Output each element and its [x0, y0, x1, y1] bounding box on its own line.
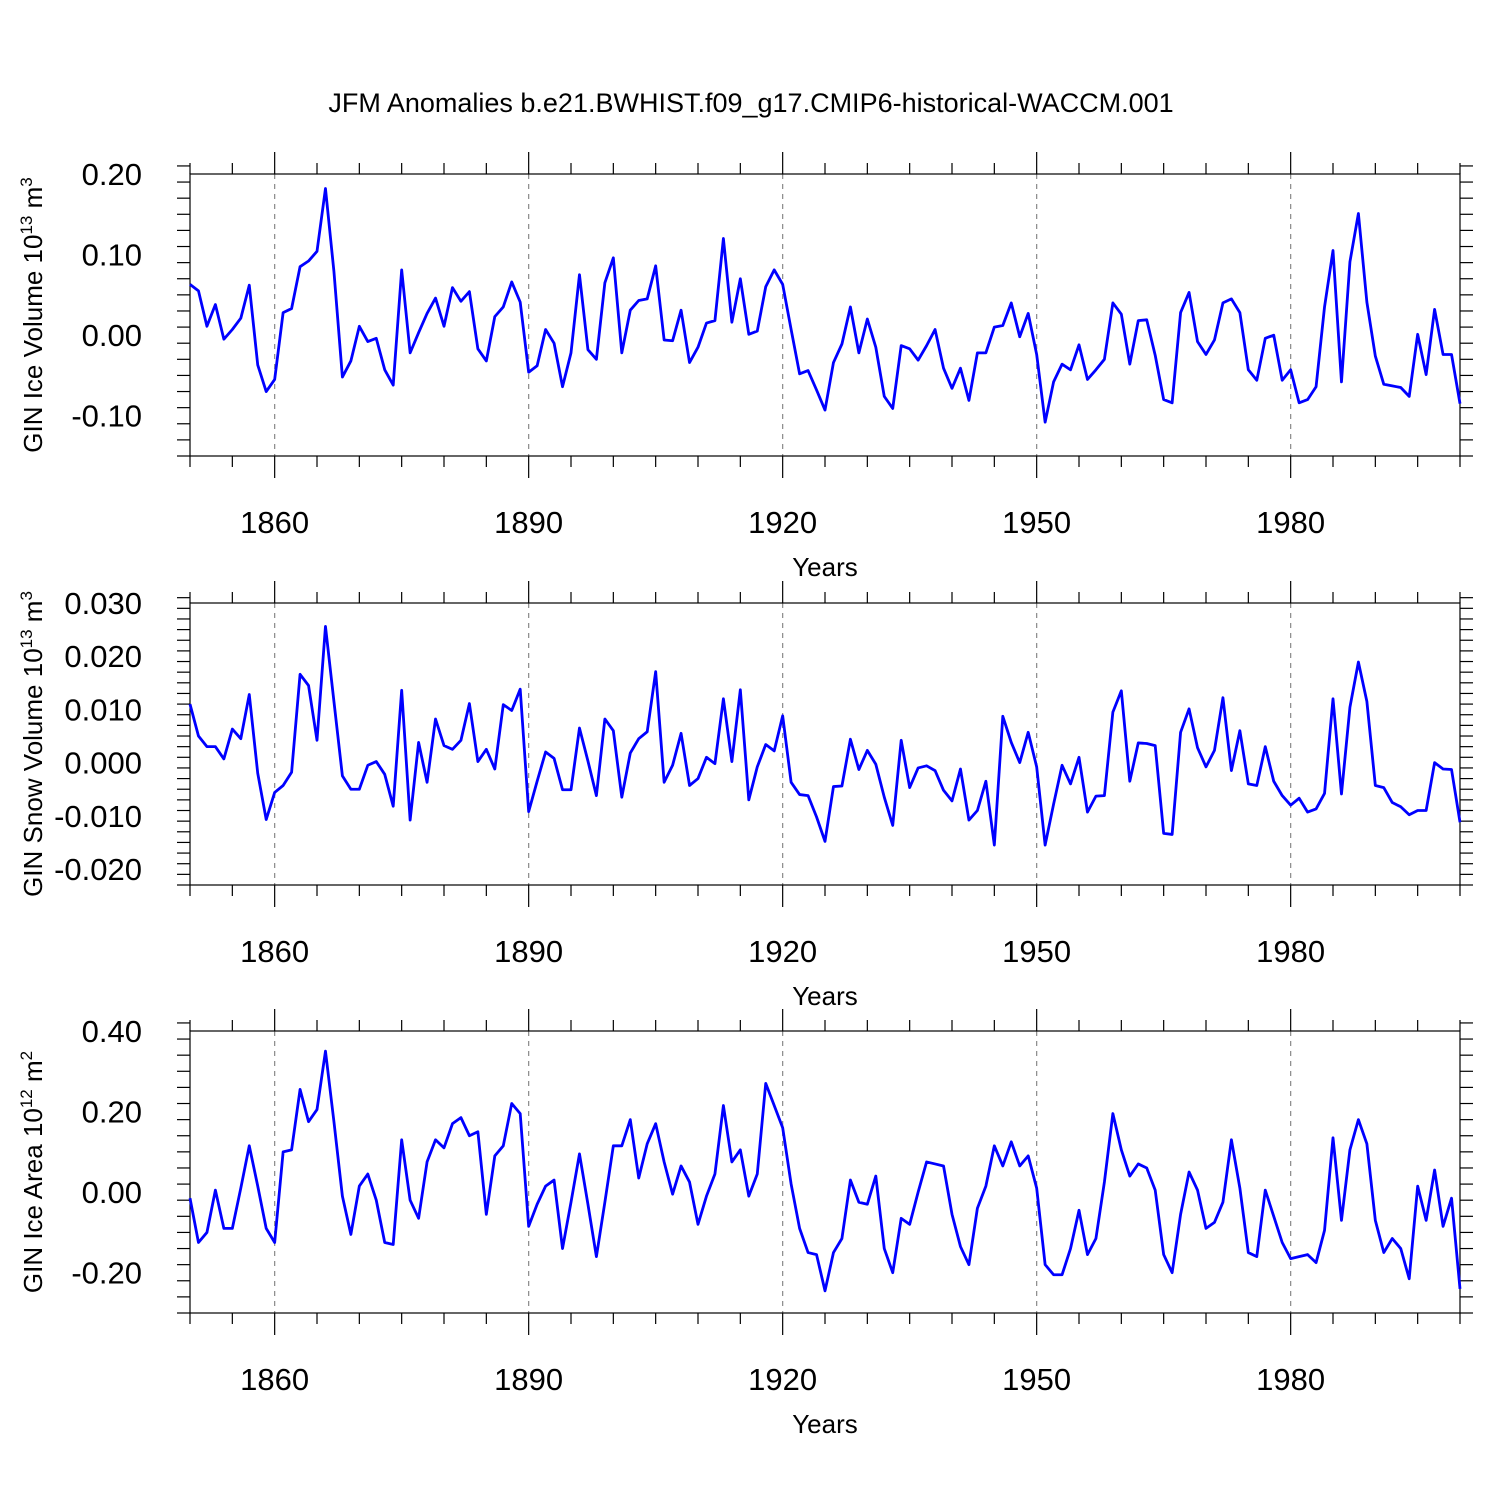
panel-2-ytick-label: 0.000 [64, 746, 142, 781]
panel-1-series-line [189, 187, 1462, 424]
panel-2-y-axis-label: GIN Snow Volume 1013 m3 [17, 591, 48, 897]
panel-3-ytick-label: 0.20 [82, 1095, 142, 1130]
panel-3-xtick-label: 1890 [494, 1362, 563, 1397]
panel-1-y-axis-label: GIN Ice Volume 1013 m3 [17, 177, 48, 453]
panel-2-x-axis-label: Years [792, 981, 858, 1011]
panel-2-ytick-label: 0.030 [64, 586, 142, 621]
panel-2-ytick-label: 0.010 [64, 692, 142, 727]
panel-3-xtick-label: 1860 [240, 1362, 309, 1397]
panel-2-xtick-label: 1980 [1256, 934, 1325, 969]
panel-2-ytick-label: -0.020 [54, 852, 142, 887]
panel-1-y-axis-label-unit: m [18, 187, 48, 216]
panel-1-ytick-label: 0.20 [82, 157, 142, 192]
panel-1-ytick-label: 0.10 [82, 238, 142, 273]
panel-1-xtick-label: 1860 [240, 505, 309, 540]
panel-1-xtick-label: 1920 [748, 505, 817, 540]
panel-2-y-axis-label-exponent: 13 [17, 629, 36, 648]
panel-2-xtick-label: 1890 [494, 934, 563, 969]
panel-3-xtick-label: 1950 [1002, 1362, 1071, 1397]
panel-3-series-line [188, 1049, 1462, 1293]
panel-3-y-axis-label-base: GIN Ice Area 10 [18, 1108, 48, 1293]
panel-1-ytick-label: -0.10 [71, 399, 142, 434]
panel-1-x-axis-label: Years [792, 552, 858, 582]
panel-3: -0.20 0.00 0.20 0.40 1860 1890 1920 1950 1980 Yea… [17, 1009, 1473, 1439]
panel-2-ytick-label: 0.020 [64, 639, 142, 674]
panel-2-series-line [188, 625, 1462, 847]
panel-2-ytick-label: -0.010 [54, 799, 142, 834]
panel-2-y-axis-label-unit-exponent: 3 [17, 591, 36, 600]
panel-1-plot-frame [189, 173, 1461, 457]
panel-2-xtick-label: 1860 [240, 934, 309, 969]
panel-3-plot-frame [189, 1030, 1461, 1314]
panels: -0.10 0.00 0.10 0.20 1860 1890 1920 1950 1980 Yea… [17, 152, 1473, 1439]
panel-2-y-axis-label-base: GIN Snow Volume 10 [18, 648, 48, 897]
panel-3-ytick-label: -0.20 [71, 1256, 142, 1291]
panel-1-y-axis-label-base: GIN Ice Volume 10 [18, 235, 48, 453]
panel-3-ytick-label: 0.40 [82, 1014, 142, 1049]
panel-1-y-axis-label-unit-exponent: 3 [17, 177, 36, 186]
panel-3-y-axis-label-exponent: 12 [17, 1089, 36, 1108]
panel-3-y-axis-label: GIN Ice Area 1012 m2 [17, 1051, 48, 1293]
panel-3-y-axis-label-unit-exponent: 2 [17, 1051, 36, 1060]
panel-2-xtick-label: 1950 [1002, 934, 1071, 969]
panel-3-ytick-label: 0.00 [82, 1175, 142, 1210]
panel-1-xtick-label: 1950 [1002, 505, 1071, 540]
panel-1-xtick-label: 1980 [1256, 505, 1325, 540]
panel-1: -0.10 0.00 0.10 0.20 1860 1890 1920 1950 1980 Yea… [17, 152, 1473, 582]
chart-title: JFM Anomalies b.e21.BWHIST.f09_g17.CMIP6… [328, 88, 1173, 118]
panel-1-xtick-label: 1890 [494, 505, 563, 540]
panel-3-y-axis-label-unit: m [18, 1060, 48, 1089]
panel-2-xtick-label: 1920 [748, 934, 817, 969]
panel-2-plot-frame [189, 602, 1461, 886]
panel-2: -0.020 -0.010 0.000 0.010 0.020 0.030 1860 1890… [17, 581, 1473, 1011]
panel-1-y-axis-label-exponent: 13 [17, 216, 36, 235]
panel-3-xtick-label: 1980 [1256, 1362, 1325, 1397]
panel-1-ytick-label: 0.00 [82, 318, 142, 353]
panel-2-y-axis-label-unit: m [18, 601, 48, 630]
panel-3-xtick-label: 1920 [748, 1362, 817, 1397]
panel-3-x-axis-label: Years [792, 1409, 858, 1439]
